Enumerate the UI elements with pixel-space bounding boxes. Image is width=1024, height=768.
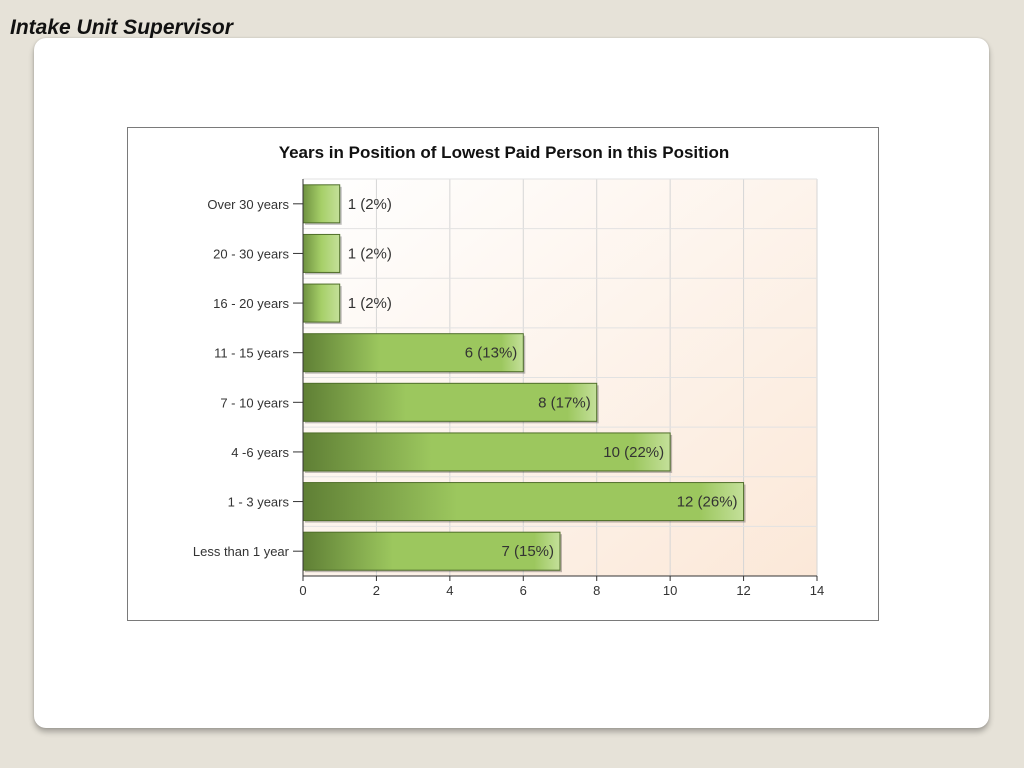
data-label: 1 (2%): [348, 295, 392, 312]
data-label: 7 (15%): [501, 543, 554, 560]
x-tick-label: 6: [520, 583, 527, 598]
chart-title: Years in Position of Lowest Paid Person …: [279, 143, 730, 162]
category-label: 20 - 30 years: [213, 246, 289, 261]
category-label: 7 - 10 years: [220, 395, 289, 410]
bars: 1 (2%) 1 (2%) 1 (2%) 6 (13%) 8 (17%) 10 (22%)…: [302, 184, 746, 573]
category-label: 1 - 3 years: [228, 495, 290, 510]
chart-frame: Years in Position of Lowest Paid Person …: [127, 127, 879, 621]
bar-chart: Years in Position of Lowest Paid Person …: [193, 143, 824, 598]
x-tick-label: 0: [299, 583, 306, 598]
category-label: 16 - 20 years: [213, 296, 289, 311]
axes: Over 30 years 20 - 30 years 16 - 20 years 1…: [193, 179, 824, 598]
bar: [302, 531, 561, 571]
x-tick-label: 12: [736, 583, 750, 598]
x-tick-label: 2: [373, 583, 380, 598]
data-label: 10 (22%): [603, 444, 664, 461]
bar: [302, 184, 341, 224]
data-label: 1 (2%): [348, 196, 392, 213]
data-label: 12 (26%): [677, 494, 738, 511]
category-label: Less than 1 year: [193, 544, 290, 559]
bar: [302, 382, 598, 422]
data-label: 1 (2%): [348, 245, 392, 262]
data-label: 6 (13%): [465, 345, 518, 362]
x-tick-label: 4: [446, 583, 453, 598]
bar: [302, 233, 341, 273]
x-tick-label: 14: [810, 583, 824, 598]
data-label: 8 (17%): [538, 394, 591, 411]
x-tick-label: 10: [663, 583, 677, 598]
x-tick-label: 8: [593, 583, 600, 598]
category-label: 11 - 15 years: [214, 346, 289, 361]
bar: [302, 432, 671, 472]
category-label: 4 -6 years: [231, 445, 289, 460]
bar: [302, 283, 341, 323]
category-label: Over 30 years: [207, 197, 289, 212]
slide-title: Intake Unit Supervisor: [10, 16, 233, 39]
bar: [302, 482, 745, 522]
